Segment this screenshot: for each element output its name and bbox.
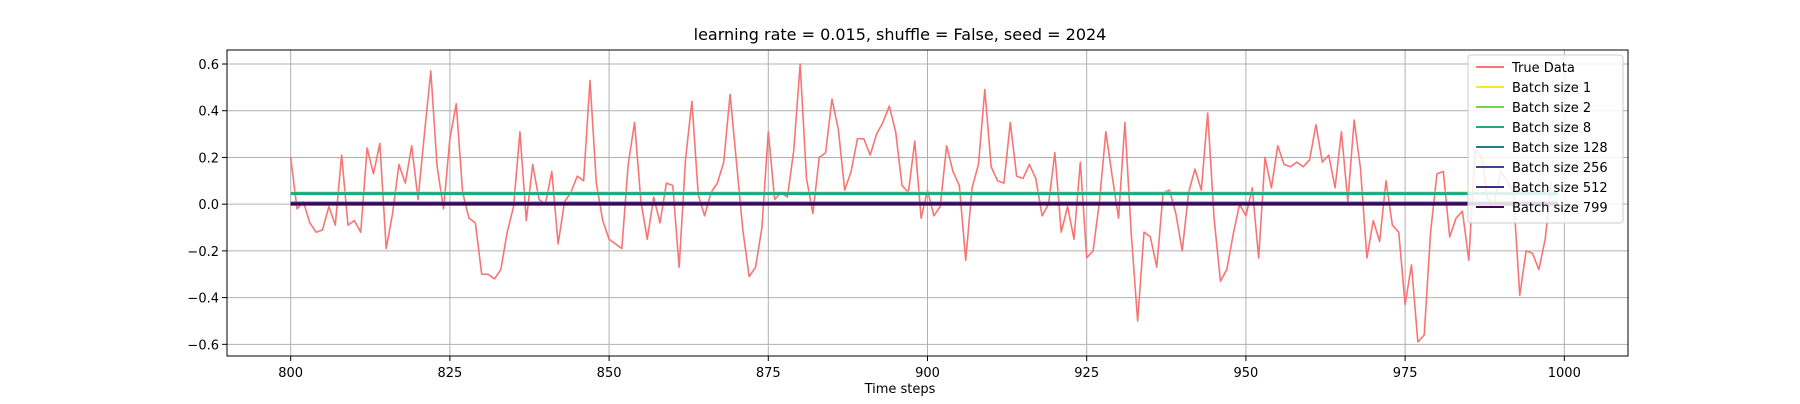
x-tick-label: 875 [756,366,781,381]
x-tick-label: 825 [437,366,462,381]
x-tick-label: 925 [1074,366,1099,381]
legend: True Data Batch size 1 Batch size 2 Batch s… [1467,54,1624,224]
legend-label-batch-size-256: Batch size 256 [1512,161,1608,176]
x-axis-label: Time steps [864,382,936,397]
legend-label-batch-size-128: Batch size 128 [1512,141,1608,156]
y-tick-label: −0.2 [187,245,219,260]
series-line-true-data [289,63,1553,343]
x-axis: 800 825 850 875 900 925 950 975 1000 [278,356,1581,381]
series-layer [289,63,1558,343]
legend-label-batch-size-512: Batch size 512 [1512,181,1608,196]
legend-label-batch-size-1: Batch size 1 [1512,81,1591,96]
legend-box [1467,54,1624,224]
y-tick-label: 0.0 [198,198,219,213]
y-tick-label: −0.4 [187,292,219,307]
legend-label-batch-size-2: Batch size 2 [1512,101,1591,116]
x-tick-label: 800 [278,366,303,381]
legend-label-true-data: True Data [1511,61,1575,76]
x-tick-label: 1000 [1548,366,1581,381]
y-tick-label: 0.4 [198,105,219,120]
legend-label-batch-size-799: Batch size 799 [1512,201,1608,216]
y-tick-label: −0.6 [187,338,219,353]
legend-label-batch-size-8: Batch size 8 [1512,121,1591,136]
x-tick-label: 850 [597,366,622,381]
y-tick-label: 0.6 [198,58,219,73]
x-tick-label: 900 [915,366,940,381]
x-tick-label: 950 [1233,366,1258,381]
chart-title: learning rate = 0.015, shuffle = False, … [694,25,1107,44]
x-tick-label: 975 [1393,366,1418,381]
y-tick-label: 0.2 [198,151,219,166]
y-axis: −0.6 −0.4 −0.2 0.0 0.2 0.4 0.6 [187,58,227,353]
